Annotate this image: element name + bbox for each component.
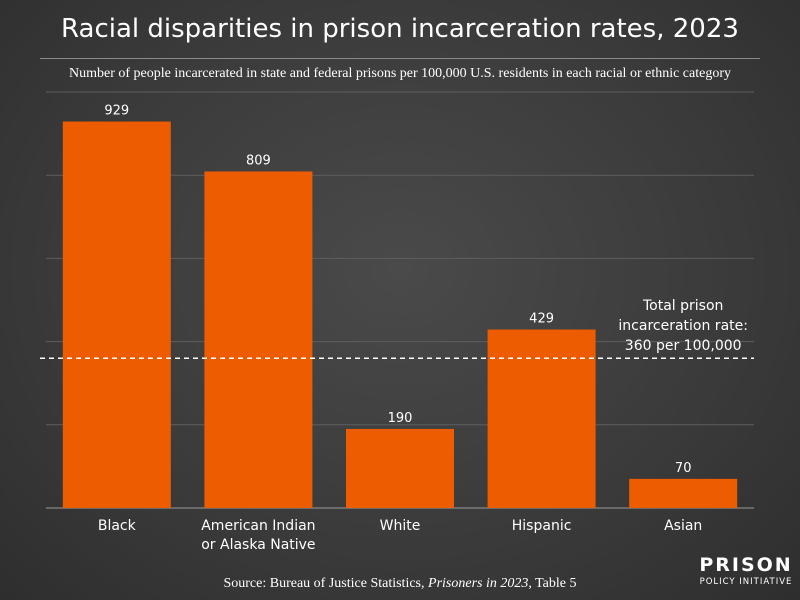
bar	[204, 171, 313, 508]
data-label: 429	[529, 312, 554, 327]
reference-line-label: incarceration rate:	[618, 318, 748, 334]
reference-line-label: 360 per 100,000	[625, 338, 742, 354]
logo-line-2: POLICY INITIATIVE	[699, 577, 793, 587]
chart-subtitle: Number of people incarcerated in state a…	[68, 66, 732, 81]
reference-line-label: Total prison	[642, 298, 723, 314]
data-label: 190	[388, 411, 413, 426]
source-note: Source: Bureau of Justice Statistics, Pr…	[0, 576, 800, 592]
category-label: Hispanic	[512, 518, 572, 534]
chart-title: Racial disparities in prison incarcerati…	[61, 14, 739, 44]
category-label: Asian	[664, 518, 702, 534]
labels: 929 Black 809 American Indian or Alaska Nati…	[98, 104, 748, 553]
data-label: 70	[675, 461, 692, 476]
category-label: White	[380, 518, 421, 534]
source-suffix: , Table 5	[528, 576, 577, 591]
source-title: Prisoners in 2023	[428, 576, 529, 591]
category-label: or Alaska Native	[201, 537, 315, 553]
data-label: 809	[246, 153, 271, 168]
source-prefix: Source: Bureau of Justice Statistics,	[223, 576, 429, 591]
bar	[62, 121, 171, 508]
bar	[487, 329, 596, 508]
prison-policy-initiative-logo: PRISON POLICY INITIATIVE	[698, 556, 794, 587]
category-label: American Indian	[201, 518, 315, 534]
bars	[62, 121, 738, 508]
data-label: 929	[104, 104, 129, 119]
bar	[346, 428, 454, 508]
bar	[629, 478, 738, 508]
logo-line-1: PRISON	[699, 554, 793, 576]
category-label: Black	[98, 518, 137, 534]
title-divider	[40, 58, 760, 59]
